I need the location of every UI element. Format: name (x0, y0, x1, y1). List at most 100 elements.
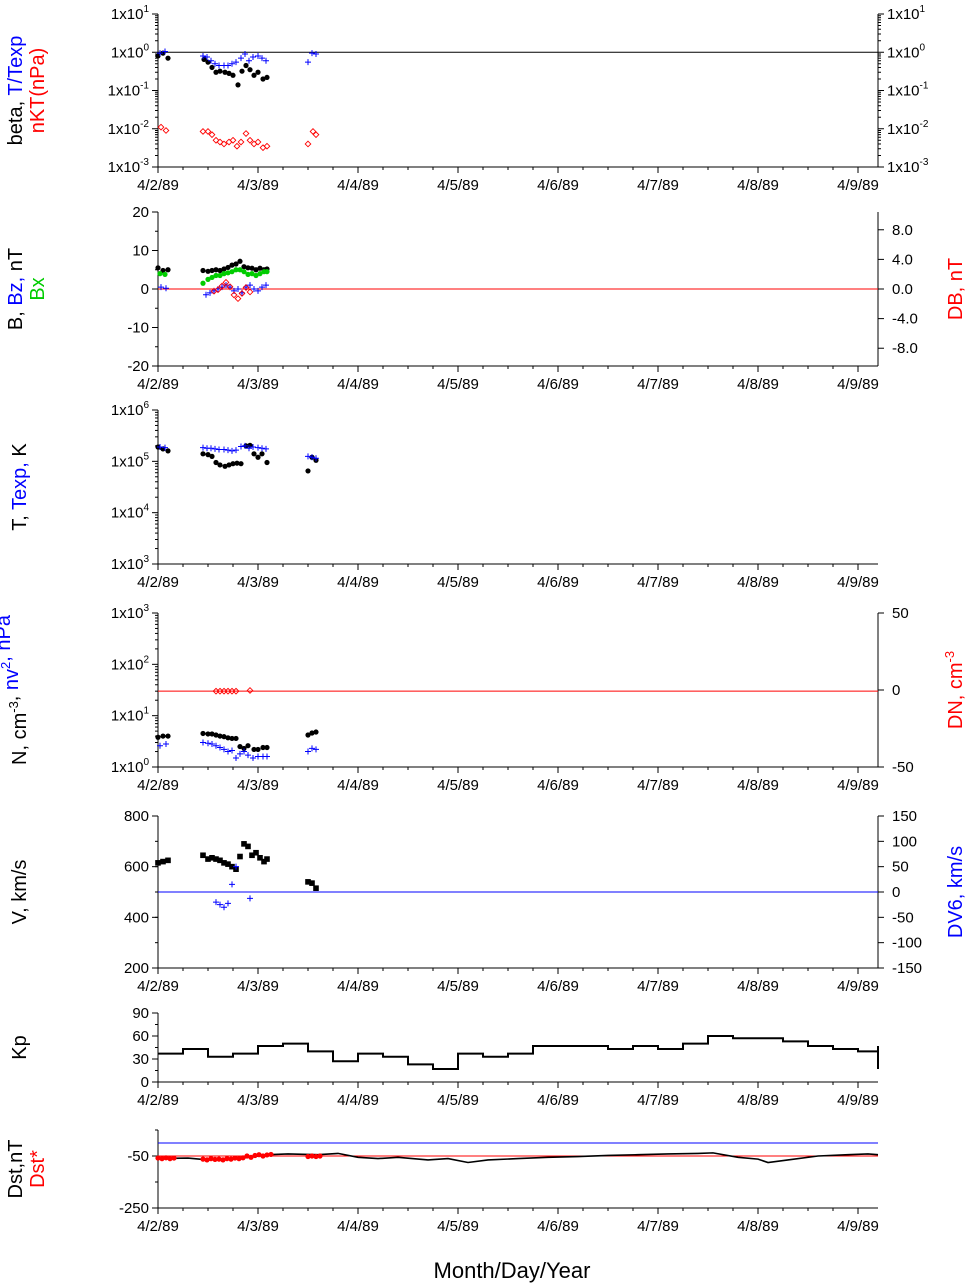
data-point (260, 744, 266, 751)
right-y-tick-label-exp: -1 (920, 81, 929, 92)
data-point (238, 55, 244, 62)
right-y-tick-label: -8.0 (892, 340, 918, 357)
data-point (243, 62, 249, 69)
data-point (263, 142, 271, 150)
data-point (242, 51, 248, 58)
x-tick-label: 4/4/89 (337, 376, 379, 393)
data-point (249, 271, 255, 277)
data-point (208, 57, 214, 64)
right-y-tick-label-exp: 0 (920, 42, 926, 53)
right-axis-label-V: DV6, km/s (945, 846, 967, 938)
right-y-tick-label: 50 (892, 605, 909, 622)
data-point (209, 453, 215, 459)
data-point (246, 445, 252, 452)
x-tick-label: 4/8/89 (737, 978, 779, 995)
y-tick-label-exp: 5 (143, 451, 149, 462)
x-tick-label: 4/3/89 (237, 574, 279, 591)
x-tick-label: 4/5/89 (437, 574, 479, 591)
right-y-tick-label: 100 (892, 833, 917, 850)
data-point (165, 267, 171, 273)
data-point (205, 740, 211, 747)
y-tick-label: 800 (124, 808, 149, 825)
data-point (233, 754, 239, 761)
data-point (163, 285, 169, 292)
y-tick-label: 1x101 (111, 706, 150, 725)
data-point (229, 881, 235, 888)
x-tick-label: 4/9/89 (837, 1092, 879, 1109)
x-tick-label: 4/9/89 (837, 574, 879, 591)
data-point (165, 733, 171, 739)
data-point (216, 1156, 222, 1162)
data-point (220, 1157, 226, 1163)
series-beta-2 (157, 123, 320, 152)
x-tick-label: 4/7/89 (637, 1218, 679, 1235)
right-y-tick-label: 0 (892, 682, 900, 699)
data-point (255, 454, 261, 460)
x-tick-label: 4/7/89 (637, 1092, 679, 1109)
data-point (217, 733, 223, 739)
data-point (305, 59, 311, 66)
x-tick-label: 4/5/89 (437, 1092, 479, 1109)
data-point (264, 856, 270, 862)
right-y-tick-label-exp: -3 (920, 157, 929, 168)
y-tick-label: 0 (141, 281, 149, 298)
series-N-1 (157, 739, 319, 761)
data-point (217, 857, 223, 864)
data-point (247, 895, 253, 902)
y-tick-label: 30 (132, 1051, 149, 1068)
right-y-tick-label: 4.0 (892, 251, 913, 268)
data-point (313, 746, 319, 753)
data-point (221, 860, 227, 866)
data-point (200, 730, 206, 737)
y-tick-label: -10 (127, 320, 149, 337)
y-tick-label: 0 (141, 1074, 149, 1091)
y-axis-label-segment: T/Texp (5, 36, 27, 96)
x-tick-label: 4/3/89 (237, 777, 279, 794)
y-axis-label-segment: , (1, 690, 23, 701)
data-point (256, 1152, 262, 1158)
data-point (221, 746, 227, 753)
right-y-tick-label: -150 (892, 960, 922, 977)
x-tick-label: 4/2/89 (137, 574, 179, 591)
panel-Dst-axes (157, 1130, 878, 1209)
x-tick-label: 4/3/89 (237, 1092, 279, 1109)
data-point (313, 455, 319, 462)
data-point (241, 748, 247, 755)
series-Dst-1 (155, 1151, 323, 1163)
data-point (236, 1156, 242, 1162)
data-point (259, 55, 265, 62)
data-point (200, 739, 206, 746)
right-axis-label-N: DN, cm-3 (942, 651, 967, 729)
data-point (257, 271, 263, 277)
series-B-2 (158, 282, 269, 298)
x-tick-label: 4/9/89 (837, 376, 879, 393)
data-point (312, 131, 320, 139)
data-point (200, 451, 206, 457)
data-point (305, 879, 311, 885)
data-point (213, 899, 219, 906)
x-tick-label: 4/4/89 (337, 1092, 379, 1109)
data-point (209, 274, 215, 281)
data-point (309, 730, 315, 736)
data-point (229, 735, 235, 742)
data-point (212, 1156, 218, 1162)
data-point (305, 468, 311, 474)
data-point (246, 687, 254, 694)
data-point (209, 64, 215, 71)
data-point (224, 1156, 230, 1162)
data-point (245, 752, 251, 759)
y-tick-label: 600 (124, 859, 149, 876)
kp-line (158, 1035, 879, 1070)
data-point (220, 140, 228, 148)
data-point (205, 452, 211, 458)
data-point (250, 140, 258, 148)
data-point (205, 731, 211, 737)
data-point (162, 48, 168, 55)
data-point (157, 742, 163, 749)
data-point (260, 1153, 266, 1159)
y-tick-label: -50 (127, 1148, 149, 1165)
x-tick-label: 4/6/89 (537, 1218, 579, 1235)
data-point (233, 261, 239, 267)
y-tick-label: 200 (124, 960, 149, 977)
data-point (162, 271, 168, 277)
